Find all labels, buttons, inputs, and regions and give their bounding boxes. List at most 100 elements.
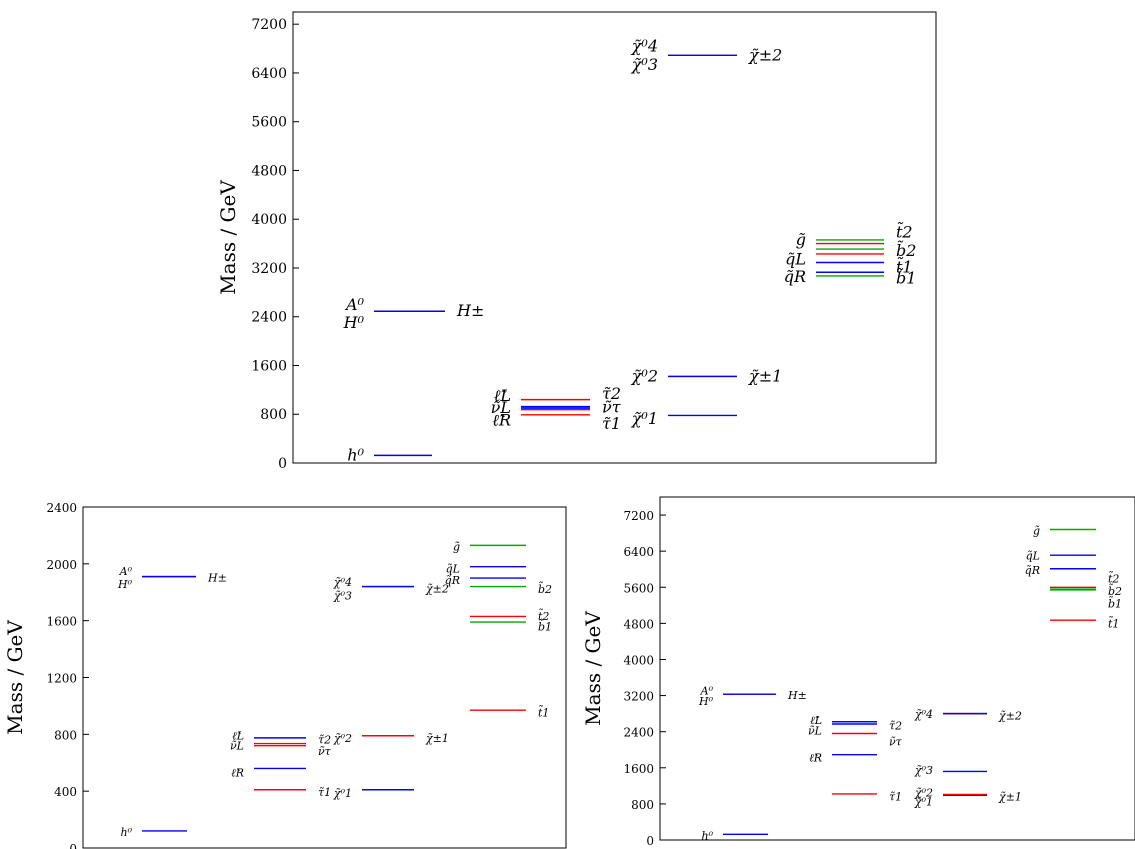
mass-column-3: ℓ̃Lν̃Lℓ̃Rτ̃2ν̃ττ̃1 bbox=[230, 729, 332, 799]
mass-column-4: χ̃⁰1 χ̃⁰2 χ̃⁰4χ̃⁰3 χ̃±1 χ̃±2 bbox=[333, 576, 449, 800]
level-label: ν̃τ bbox=[602, 398, 622, 417]
y-tick-label: 4800 bbox=[623, 617, 654, 631]
mass-column-1: h⁰ bbox=[702, 829, 768, 842]
level-label: q̃R bbox=[1025, 564, 1040, 577]
y-tick-label: 0 bbox=[278, 456, 287, 472]
y-axis-title: Mass / GeV bbox=[3, 620, 27, 735]
level-label: ℓ̃L bbox=[494, 386, 511, 405]
level-label: ν̃L bbox=[808, 724, 822, 737]
mass-column-3: ℓ̃Lν̃Lℓ̃Rτ̃2ν̃ττ̃1 bbox=[491, 384, 622, 433]
y-tick-label: 800 bbox=[54, 728, 77, 742]
level-label: χ̃⁰3 bbox=[914, 764, 933, 777]
level-label: A⁰ bbox=[344, 295, 365, 314]
y-tick-label: 2400 bbox=[251, 310, 287, 326]
level-label: ν̃τ bbox=[318, 745, 332, 758]
level-label: χ̃±2 bbox=[748, 45, 782, 64]
y-tick-label: 2400 bbox=[623, 726, 654, 740]
level-label: χ̃⁰1 bbox=[914, 795, 933, 808]
y-tick-label: 0 bbox=[69, 842, 77, 849]
level-label: χ̃⁰1 bbox=[333, 787, 352, 800]
level-label: b̃2 bbox=[538, 582, 552, 596]
level-label: H± bbox=[787, 689, 807, 702]
y-axis-title: Mass / GeV bbox=[216, 180, 240, 295]
level-label: τ̃1 bbox=[889, 790, 902, 803]
level-label: H⁰ bbox=[343, 313, 365, 332]
level-label: ν̃L bbox=[230, 739, 244, 752]
level-label: b̃1 bbox=[538, 619, 552, 633]
level-label: g̃ bbox=[796, 230, 806, 249]
y-tick-label: 6400 bbox=[623, 545, 654, 559]
level-label: H⁰ bbox=[117, 578, 133, 591]
y-tick-label: 7200 bbox=[623, 509, 654, 523]
level-label: χ̃±1 bbox=[425, 732, 449, 745]
mass-column-5: g̃ q̃Lq̃R b̃2 t̃2b̃1 t̃1 bbox=[445, 540, 552, 719]
y-tick-label: 2400 bbox=[46, 501, 77, 515]
y-tick-label: 1600 bbox=[251, 358, 287, 374]
level-label: t̃2 bbox=[896, 221, 913, 241]
level-label: b̃2 bbox=[896, 239, 916, 259]
y-tick-label: 7200 bbox=[251, 17, 287, 33]
level-label: τ̃1 bbox=[602, 414, 621, 433]
y-tick-label: 3200 bbox=[623, 690, 654, 704]
level-label: q̃L bbox=[1026, 549, 1040, 562]
y-tick-label: 6400 bbox=[251, 66, 287, 82]
y-tick-label: 800 bbox=[260, 407, 287, 423]
level-label: h⁰ bbox=[121, 826, 133, 839]
level-label: χ̃⁰4 bbox=[631, 37, 658, 56]
level-label: χ̃±1 bbox=[998, 790, 1022, 803]
y-tick-label: 2000 bbox=[46, 558, 77, 572]
level-label: τ̃1 bbox=[318, 786, 331, 799]
level-label: τ̃2 bbox=[889, 719, 902, 732]
y-tick-label: 4000 bbox=[251, 212, 287, 228]
level-label: ℓ̃R bbox=[231, 766, 244, 779]
level-label: b̃1 bbox=[896, 267, 916, 287]
level-label: ℓ̃R bbox=[809, 752, 822, 765]
level-label: t̃2 bbox=[538, 609, 549, 623]
level-label: χ̃⁰4 bbox=[914, 708, 933, 721]
y-tick-label: 1200 bbox=[46, 672, 77, 686]
y-axis-title: Mass / GeV bbox=[581, 611, 605, 726]
level-label: χ̃⁰2 bbox=[333, 732, 352, 745]
level-label: χ̃±2 bbox=[425, 582, 449, 595]
level-label: h⁰ bbox=[347, 445, 364, 464]
level-label: τ̃2 bbox=[602, 384, 621, 403]
level-label: χ̃⁰3 bbox=[631, 55, 658, 74]
y-tick-label: 5600 bbox=[251, 115, 287, 131]
y-tick-label: 0 bbox=[646, 834, 654, 848]
level-label: t̃1 bbox=[896, 256, 913, 276]
level-label: b̃2 bbox=[1108, 584, 1122, 598]
plot-frame bbox=[659, 496, 1135, 841]
level-label: A⁰ bbox=[700, 684, 714, 697]
level-label: ν̃τ bbox=[889, 735, 903, 748]
y-tick-label: 3200 bbox=[251, 261, 287, 277]
y-tick-label: 1600 bbox=[46, 615, 77, 629]
mass-column-4: χ̃⁰1 χ̃⁰2 χ̃⁰4χ̃⁰3 χ̃±1 χ̃±2 bbox=[631, 37, 783, 428]
y-tick-label: 4800 bbox=[251, 163, 287, 179]
level-label: g̃ bbox=[1033, 524, 1040, 537]
y-tick-label: 5600 bbox=[623, 581, 654, 595]
level-label: q̃R bbox=[445, 574, 460, 587]
level-label: ℓ̃L bbox=[810, 714, 822, 727]
mass-column-5: g̃ q̃L q̃R t̃2b̃2b̃1 t̃1 bbox=[1025, 524, 1122, 630]
level-label: χ̃±1 bbox=[748, 366, 782, 385]
level-label: ℓ̃L bbox=[232, 729, 244, 742]
level-label: t̃1 bbox=[538, 705, 549, 719]
mass-column-1: h⁰ bbox=[121, 826, 187, 839]
y-tick-label: 400 bbox=[54, 785, 77, 799]
y-tick-label: 800 bbox=[631, 798, 654, 812]
y-tick-label: 4000 bbox=[623, 653, 654, 667]
level-label: χ̃⁰3 bbox=[333, 589, 352, 602]
chart-panel-3: 0 800 1600 2400 3200 4000 4800 5600 6400 7200 Mass… bbox=[581, 496, 1135, 848]
mass-column-5: g̃q̃Lq̃R t̃2b̃2t̃1b̃1 bbox=[784, 221, 917, 287]
level-label: ν̃L bbox=[491, 398, 511, 417]
level-label: h⁰ bbox=[702, 829, 714, 842]
level-label: A⁰ bbox=[119, 565, 133, 578]
level-label: χ̃⁰4 bbox=[333, 576, 352, 589]
level-label: H± bbox=[207, 572, 227, 585]
level-label: χ̃⁰1 bbox=[631, 409, 658, 428]
level-label: q̃R bbox=[784, 267, 806, 286]
level-label: q̃L bbox=[785, 249, 806, 268]
